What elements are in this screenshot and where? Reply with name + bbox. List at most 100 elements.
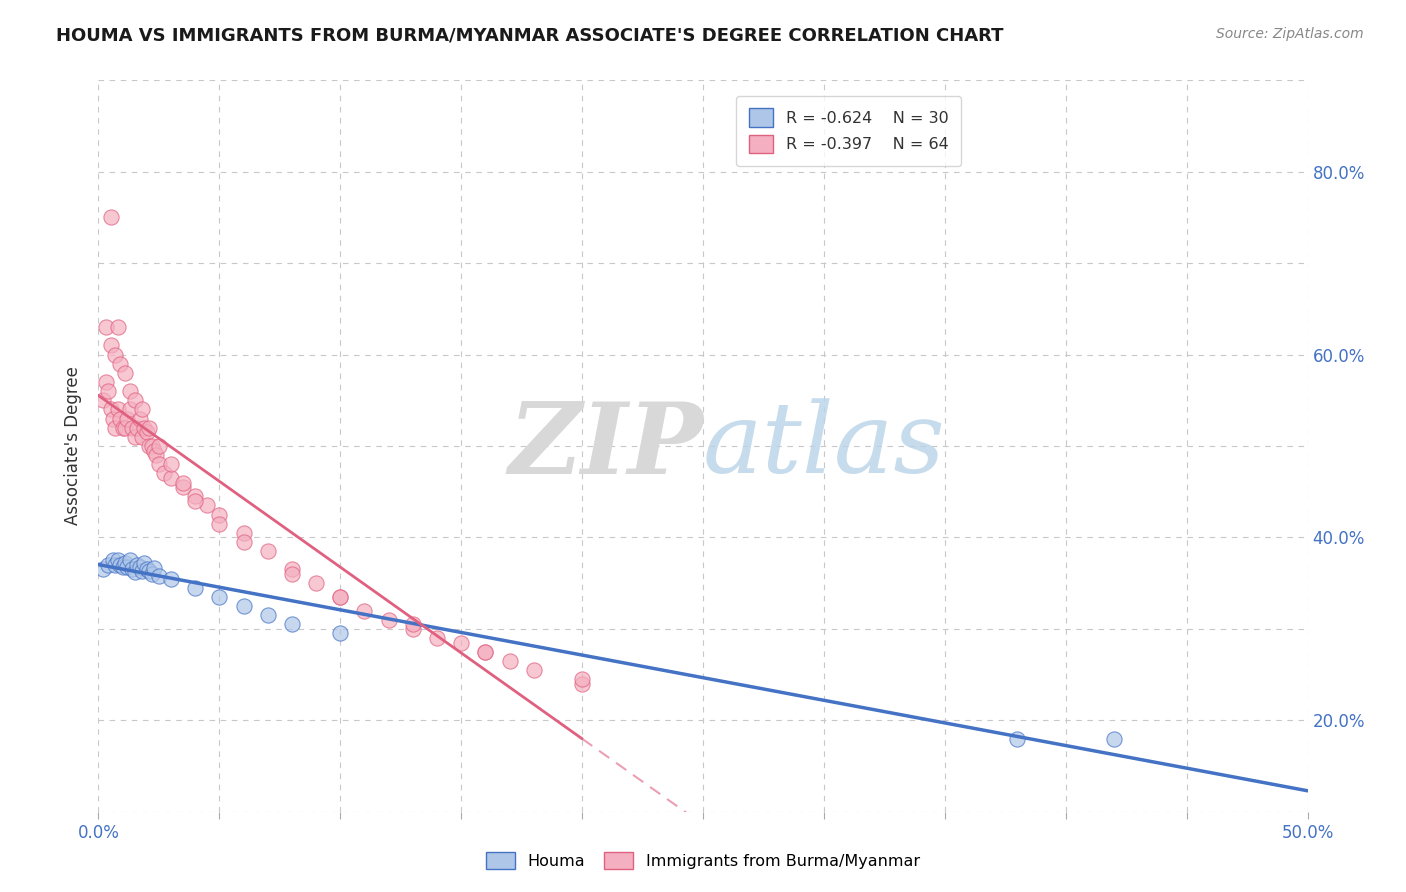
Point (1007, 731, 1029, 746)
Point (172, 480, 194, 494)
Point (208, 516, 231, 531)
Point (138, 564, 160, 578)
Point (281, 567, 304, 582)
Point (232, 535, 254, 549)
Point (101, 411, 124, 425)
Point (108, 357, 131, 371)
Text: ZIP: ZIP (508, 398, 703, 494)
Point (160, 457, 183, 471)
Point (138, 439, 160, 453)
Point (138, 421, 160, 435)
Point (134, 556, 156, 570)
Point (121, 562, 143, 576)
Point (208, 590, 231, 604)
Point (184, 489, 207, 503)
Point (402, 617, 425, 632)
Point (141, 567, 163, 582)
Point (134, 421, 156, 435)
Y-axis label: Associate's Degree: Associate's Degree (65, 367, 83, 525)
Point (91, 562, 114, 576)
Point (118, 402, 141, 417)
Point (100, 402, 122, 417)
Point (135, 425, 157, 440)
Point (474, 645, 496, 659)
Point (232, 599, 254, 613)
Point (195, 499, 218, 513)
Point (329, 590, 352, 604)
Point (474, 645, 496, 659)
Point (402, 622, 425, 636)
Point (121, 421, 143, 435)
Point (111, 559, 134, 574)
Point (114, 556, 136, 570)
Point (160, 572, 183, 586)
Point (143, 443, 166, 458)
Point (114, 366, 136, 380)
Point (184, 581, 207, 595)
Point (104, 421, 127, 435)
Point (101, 553, 124, 567)
Point (91, 393, 114, 408)
Point (141, 439, 163, 453)
Point (97, 558, 120, 572)
Point (329, 590, 352, 604)
Point (128, 411, 150, 425)
Point (305, 576, 328, 591)
Point (94, 320, 117, 334)
Point (523, 663, 546, 677)
Point (100, 338, 122, 352)
Point (256, 544, 278, 558)
Point (131, 402, 153, 417)
Point (329, 626, 352, 640)
Point (108, 558, 131, 572)
Point (104, 347, 127, 362)
Point (184, 494, 207, 508)
Point (148, 457, 170, 471)
Point (111, 421, 134, 435)
Point (172, 475, 194, 490)
Point (281, 562, 304, 576)
Point (232, 525, 254, 540)
Point (148, 569, 170, 583)
Point (426, 631, 449, 645)
Point (124, 565, 146, 579)
Point (131, 564, 153, 578)
Point (256, 608, 278, 623)
Point (152, 467, 174, 481)
Legend: R = -0.624    N = 30, R = -0.397    N = 64: R = -0.624 N = 30, R = -0.397 N = 64 (735, 95, 962, 166)
Point (107, 402, 129, 417)
Point (160, 471, 183, 485)
Point (127, 558, 149, 572)
Text: HOUMA VS IMMIGRANTS FROM BURMA/MYANMAR ASSOCIATE'S DEGREE CORRELATION CHART: HOUMA VS IMMIGRANTS FROM BURMA/MYANMAR A… (56, 27, 1004, 45)
Point (571, 672, 593, 686)
Point (498, 654, 520, 668)
Point (377, 613, 399, 627)
Point (107, 553, 129, 567)
Point (145, 448, 167, 462)
Text: Source: ZipAtlas.com: Source: ZipAtlas.com (1216, 27, 1364, 41)
Point (118, 553, 141, 567)
Point (450, 635, 472, 649)
Point (97, 384, 120, 398)
Point (128, 559, 150, 574)
Point (117, 559, 139, 574)
Point (107, 320, 129, 334)
Point (127, 421, 149, 435)
Legend: Houma, Immigrants from Burma/Myanmar: Houma, Immigrants from Burma/Myanmar (479, 846, 927, 875)
Point (148, 439, 170, 453)
Point (1102, 731, 1125, 746)
Point (281, 617, 304, 632)
Point (100, 211, 122, 225)
Point (143, 560, 166, 574)
Point (131, 430, 153, 444)
Point (104, 558, 127, 572)
Point (124, 430, 146, 444)
Point (353, 603, 375, 617)
Point (117, 411, 139, 425)
Text: atlas: atlas (703, 399, 946, 493)
Point (114, 421, 136, 435)
Point (124, 393, 146, 408)
Point (135, 562, 157, 576)
Point (571, 676, 593, 690)
Point (118, 384, 141, 398)
